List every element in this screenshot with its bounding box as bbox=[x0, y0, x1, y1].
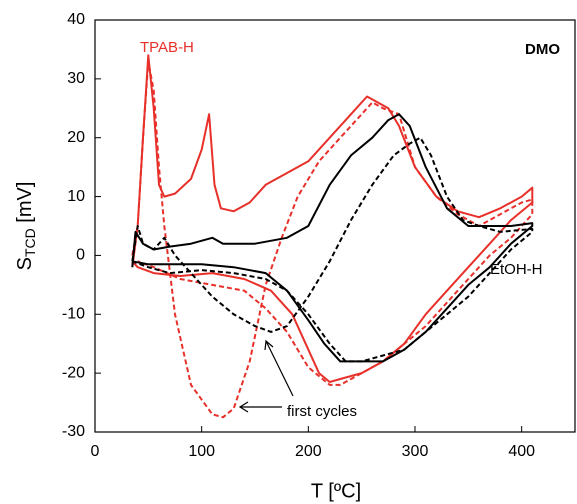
y-tick-label: 30 bbox=[67, 70, 85, 87]
y-tick-label: -20 bbox=[62, 364, 85, 381]
arrow-label: first cycles bbox=[287, 403, 357, 420]
y-tick-label: -10 bbox=[62, 306, 85, 323]
x-tick-label: 400 bbox=[508, 443, 535, 460]
y-tick-label: -30 bbox=[62, 423, 85, 440]
plot-frame bbox=[94, 19, 576, 433]
y-tick-label: 40 bbox=[67, 11, 85, 28]
y-tick-label: 10 bbox=[67, 188, 85, 205]
etoh-label: EtOH-H bbox=[490, 261, 543, 278]
panel-label: DMO bbox=[525, 41, 560, 58]
y-axis-label: STCD [mV] bbox=[14, 182, 37, 271]
arrows bbox=[238, 339, 294, 413]
series-line bbox=[131, 136, 534, 363]
series-line bbox=[131, 113, 534, 363]
y-label-sub: TCD bbox=[22, 228, 38, 257]
x-tick-label: 300 bbox=[402, 443, 429, 460]
y-label-unit: [mV] bbox=[14, 182, 36, 229]
x-axis-label: T [ºC] bbox=[311, 480, 361, 502]
y-tick-label: 0 bbox=[76, 247, 85, 264]
y-label-main: S bbox=[14, 257, 36, 270]
x-tick-label: 200 bbox=[295, 443, 322, 460]
series-line bbox=[131, 60, 534, 419]
x-tick-label: 0 bbox=[91, 443, 100, 460]
series-line bbox=[131, 54, 534, 383]
y-tick-label: 20 bbox=[67, 129, 85, 146]
x-tick-label: 100 bbox=[188, 443, 215, 460]
tpab-label: TPAB-H bbox=[140, 39, 194, 56]
